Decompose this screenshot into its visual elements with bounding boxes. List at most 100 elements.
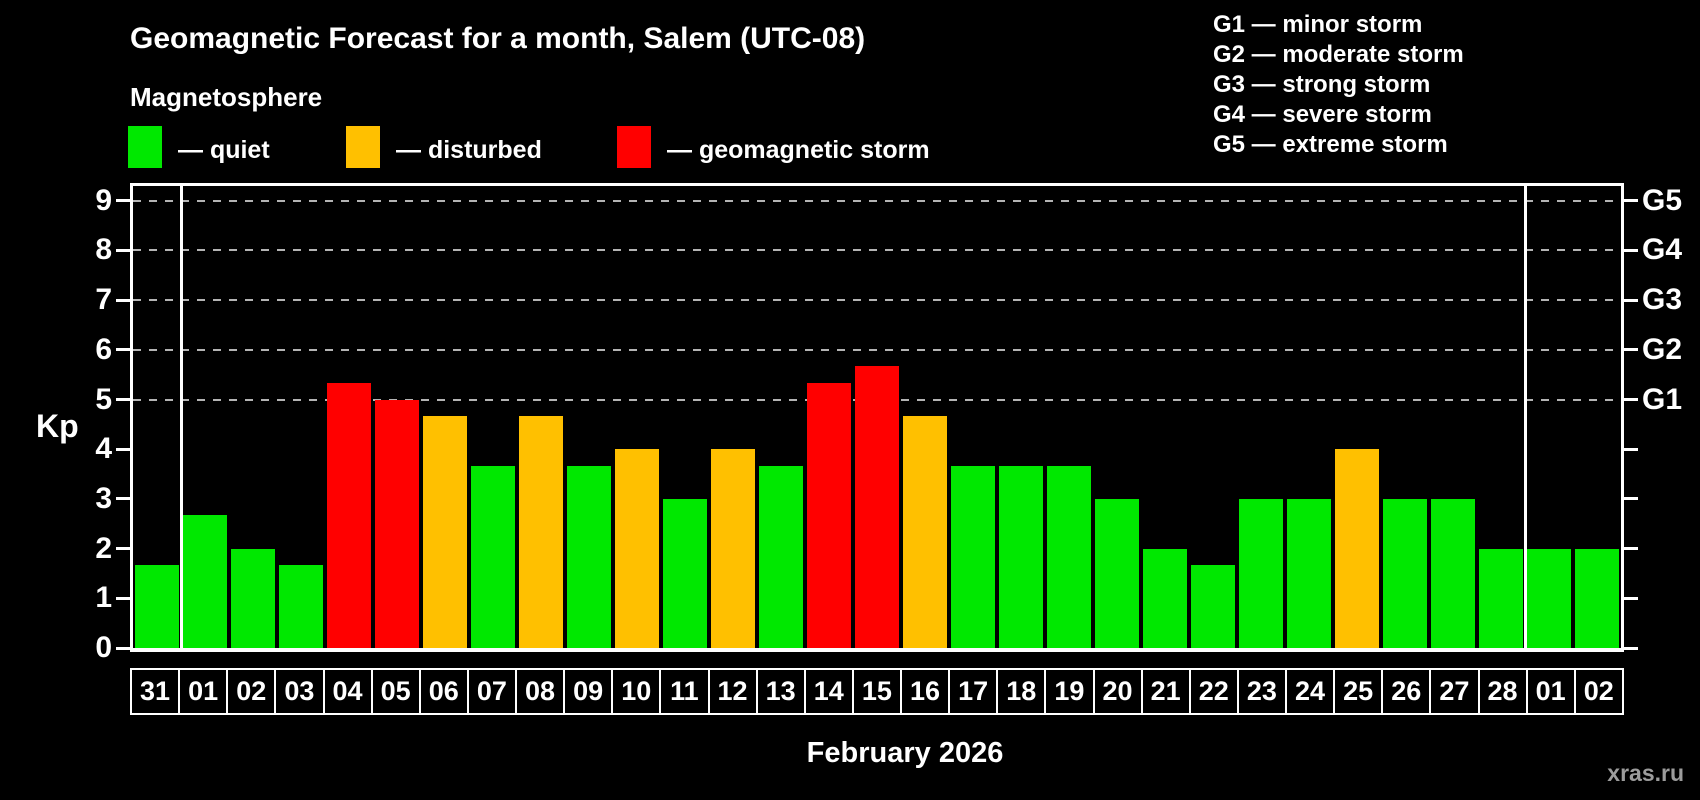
g-legend-line-g4: G4 — severe storm: [1213, 101, 1432, 128]
day-label-10: 10: [611, 670, 659, 713]
right-tick-kp3: [1624, 497, 1638, 501]
x-axis-title: February 2026: [806, 737, 1004, 769]
kp-bar-day-19: [1047, 465, 1091, 648]
kp-bar-day-01: [1527, 548, 1571, 648]
kp-bar-day-28: [1479, 548, 1523, 648]
day-label-12: 12: [707, 670, 756, 713]
left-tick-kp1: [116, 596, 130, 600]
x-axis-day-labels: 31 01 02 03 04 05 06 07 08 09 10 11 12 13 14 15 16 17 18 19…: [130, 668, 1624, 715]
g-scale-legend: G1 — minor storm G2 — moderate storm G3 …: [1213, 10, 1464, 160]
y-tick-label-2: 2: [95, 531, 112, 565]
day-label-15: 15: [851, 670, 900, 713]
kp-bar-day-13: [759, 465, 803, 648]
left-tick-kp7: [116, 298, 130, 302]
kp-bar-day-18: [999, 465, 1043, 648]
day-label-06: 06: [418, 670, 467, 713]
kp-bar-day-26: [1383, 498, 1427, 648]
day-label-21: 21: [1140, 670, 1189, 713]
kp-bar-day-06: [423, 415, 467, 648]
right-axis-label-g2: G2: [1642, 332, 1683, 366]
kp-bar-day-03: [279, 565, 323, 648]
gridline-kp8: [133, 249, 1621, 252]
legend-label-quiet: — quiet: [178, 136, 270, 164]
left-tick-kp2: [116, 547, 130, 551]
right-axis-label-g4: G4: [1642, 233, 1683, 267]
day-label-27: 27: [1429, 670, 1477, 713]
kp-bar-day-11: [663, 498, 707, 648]
kp-bar-day-25: [1335, 449, 1379, 648]
left-tick-kp9: [116, 199, 130, 203]
y-tick-label-0: 0: [95, 631, 112, 664]
day-label-14: 14: [803, 670, 852, 713]
y-tick-label-5: 5: [95, 382, 112, 416]
kp-bar-day-02: [231, 548, 275, 648]
left-tick-kp5: [116, 398, 130, 401]
kp-bar-day-15: [855, 366, 899, 648]
right-tick-kp6: [1624, 348, 1638, 352]
watermark: xras.ru: [1607, 760, 1684, 786]
kp-bar-day-04: [327, 383, 371, 648]
day-label-28: 28: [1477, 670, 1526, 713]
kp-bar-day-02: [1575, 548, 1619, 648]
disturbed-swatch-icon: [346, 126, 380, 168]
y-tick-label-1: 1: [95, 581, 112, 615]
right-axis-label-g1: G1: [1642, 382, 1683, 416]
quiet-swatch-icon: [128, 126, 162, 168]
kp-bar-day-09: [567, 465, 611, 648]
day-label-08: 08: [515, 670, 563, 713]
kp-bar-day-17: [951, 465, 995, 648]
left-tick-kp3: [116, 497, 130, 501]
right-tick-kp2: [1624, 547, 1638, 551]
page-title: Geomagnetic Forecast for a month, Salem …: [130, 22, 866, 55]
day-label-05: 05: [370, 670, 419, 713]
gridline-kp7: [133, 299, 1621, 302]
g-legend-line-g1: G1 — minor storm: [1213, 11, 1423, 38]
y-axis-title: Kp: [36, 408, 79, 444]
kp-bar-day-21: [1143, 548, 1187, 648]
left-tick-kp0: [116, 646, 130, 650]
right-tick-kp5: [1624, 398, 1638, 401]
day-label-01: 01: [178, 670, 226, 713]
kp-bar-day-27: [1431, 498, 1475, 648]
left-tick-kp8: [116, 248, 130, 252]
month-separator: [179, 186, 183, 648]
kp-bar-day-14: [807, 383, 851, 648]
right-tick-kp4: [1624, 447, 1638, 451]
day-label-24: 24: [1285, 670, 1333, 713]
kp-bar-day-24: [1287, 498, 1331, 648]
legend-label-disturbed: — disturbed: [396, 136, 542, 164]
y-tick-label-8: 8: [95, 233, 112, 267]
kp-bar-day-22: [1191, 565, 1235, 648]
kp-bar-day-01: [183, 515, 227, 648]
left-tick-kp6: [116, 348, 130, 352]
g-legend-line-g5: G5 — extreme storm: [1213, 131, 1448, 158]
kp-bar-day-16: [903, 415, 947, 648]
right-tick-kp8: [1624, 248, 1638, 252]
kp-bar-day-08: [519, 415, 563, 648]
kp-bar-day-05: [375, 399, 419, 648]
kp-bar-day-31: [135, 565, 179, 648]
section-title-magnetosphere: Magnetosphere: [130, 82, 323, 112]
g-legend-line-g3: G3 — strong storm: [1213, 71, 1431, 98]
kp-bar-day-10: [615, 449, 659, 648]
day-label-16: 16: [900, 670, 948, 713]
day-label-11: 11: [659, 670, 707, 713]
day-label-07: 07: [466, 670, 515, 713]
day-label-20: 20: [1092, 670, 1141, 713]
right-tick-kp9: [1624, 199, 1638, 203]
legend-label-storm: — geomagnetic storm: [667, 136, 930, 164]
y-tick-label-3: 3: [95, 481, 112, 515]
day-label-17: 17: [948, 670, 996, 713]
g-legend-line-g2: G2 — moderate storm: [1213, 41, 1464, 68]
right-axis-label-g3: G3: [1642, 283, 1683, 317]
day-label-18: 18: [996, 670, 1044, 713]
day-label-03: 03: [274, 670, 322, 713]
right-tick-kp1: [1624, 596, 1638, 600]
chart-bars-container: [133, 186, 1621, 648]
day-label-09: 09: [563, 670, 611, 713]
y-tick-label-6: 6: [95, 332, 112, 366]
day-label-26: 26: [1381, 670, 1429, 713]
day-label-01: 01: [1525, 670, 1574, 713]
day-label-13: 13: [755, 670, 804, 713]
kp-bar-day-12: [711, 449, 755, 648]
